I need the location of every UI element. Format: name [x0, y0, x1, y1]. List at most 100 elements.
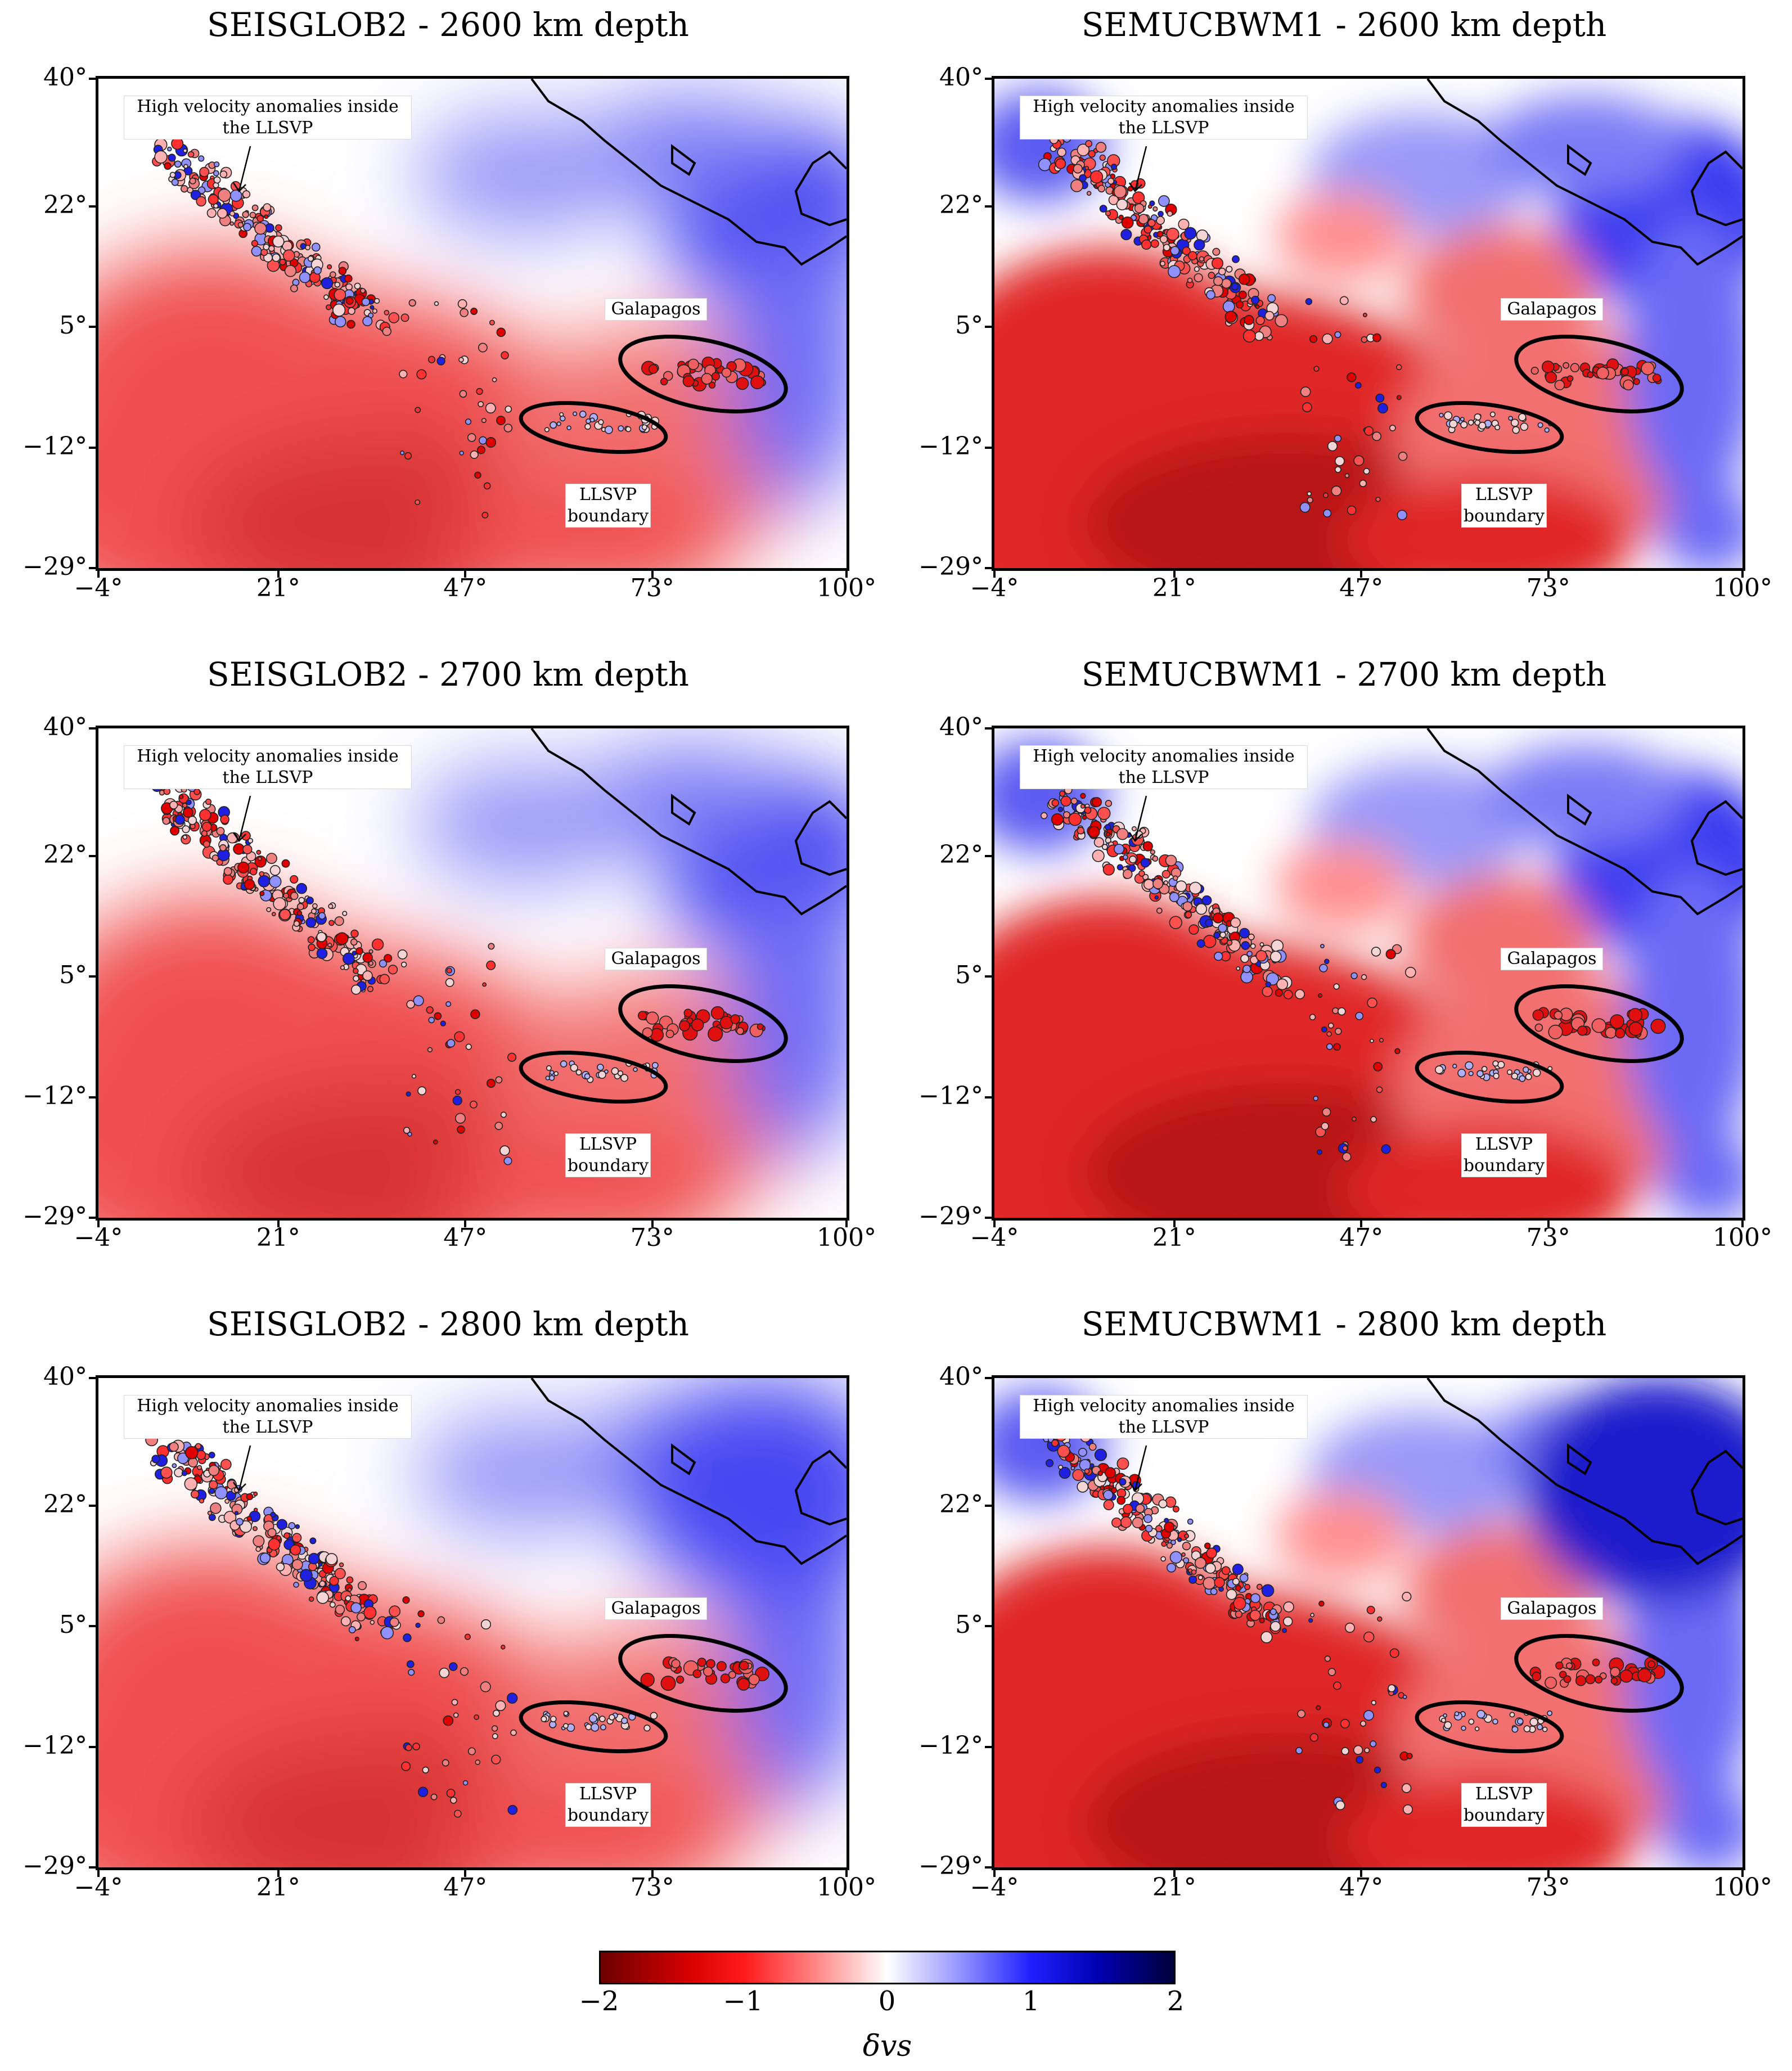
coastline	[530, 728, 847, 916]
seismic-event	[1339, 296, 1349, 305]
seismic-event	[244, 879, 255, 890]
seismic-event	[263, 244, 270, 250]
seismic-event	[254, 222, 267, 235]
seismic-event	[730, 1014, 740, 1024]
seismic-event	[651, 1062, 659, 1069]
seismic-event	[1334, 456, 1345, 466]
seismic-event	[697, 1658, 706, 1667]
x-tick-label: −4°	[970, 1873, 1019, 1902]
seismic-event	[436, 357, 445, 366]
seismic-event	[326, 304, 332, 310]
seismic-event	[1156, 907, 1163, 914]
seismic-event	[1323, 492, 1329, 498]
seismic-event	[319, 1580, 326, 1587]
seismic-event	[268, 1538, 281, 1551]
seismic-event	[1199, 256, 1205, 262]
seismic-event	[183, 164, 188, 169]
event-scatter	[152, 130, 767, 519]
y-tick-label: −12°	[918, 431, 983, 461]
seismic-event	[482, 982, 487, 987]
seismic-event	[282, 249, 295, 262]
seismic-event	[1525, 1073, 1532, 1080]
seismic-event	[1248, 933, 1255, 940]
seismic-event	[327, 264, 332, 269]
map-panel: SEMUCBWM1 - 2700 km depth 40° 22° 5° −12° −29…	[896, 650, 1792, 1299]
seismic-event	[415, 499, 421, 505]
seismic-event	[1088, 150, 1096, 158]
map-svg	[994, 1378, 1743, 1867]
seismic-event	[1275, 314, 1288, 327]
seismic-event	[1105, 831, 1111, 837]
seismic-event	[646, 1011, 659, 1025]
anomaly-blob	[413, 112, 638, 236]
seismic-event	[1078, 1448, 1087, 1457]
seismic-event	[1184, 227, 1197, 240]
seismic-event	[1335, 1028, 1342, 1035]
seismic-event	[450, 1797, 457, 1804]
seismic-event	[1175, 880, 1187, 892]
seismic-event	[1161, 870, 1170, 879]
x-tick-label: 21°	[1152, 574, 1196, 602]
y-tick-label: 22°	[939, 1489, 983, 1519]
seismic-event	[510, 1729, 517, 1736]
seismic-event	[258, 875, 271, 888]
seismic-event	[1080, 793, 1086, 799]
seismic-event	[350, 929, 359, 938]
seismic-event	[1537, 422, 1543, 428]
seismic-event	[1123, 869, 1133, 879]
y-tick-label: 40°	[939, 713, 983, 741]
seismic-event	[678, 1020, 690, 1032]
seismic-event	[447, 1039, 456, 1048]
seismic-event	[453, 1712, 459, 1718]
seismic-event	[1250, 1593, 1260, 1604]
seismic-event	[1218, 267, 1226, 276]
x-tick-label: 47°	[1339, 574, 1384, 602]
seismic-event	[372, 308, 377, 314]
colorbar-tick: 2	[1167, 1986, 1185, 2017]
seismic-event	[1595, 1676, 1603, 1684]
seismic-event	[1114, 844, 1125, 854]
seismic-event	[1169, 1551, 1182, 1564]
seismic-event	[1320, 944, 1325, 949]
seismic-event	[1239, 928, 1250, 939]
seismic-event	[1333, 983, 1340, 990]
seismic-event	[346, 1576, 354, 1584]
seismic-event	[402, 1596, 410, 1604]
seismic-event	[1166, 1542, 1173, 1549]
seismic-event	[1506, 1069, 1512, 1075]
seismic-event	[1591, 1018, 1606, 1033]
y-tick-label: 40°	[939, 63, 983, 92]
seismic-event	[335, 1604, 345, 1615]
seismic-event	[433, 1139, 438, 1145]
seismic-event	[660, 377, 668, 386]
x-tick-mark	[1741, 570, 1744, 578]
y-tick-mark	[985, 1625, 993, 1628]
seismic-event	[650, 1712, 658, 1720]
seismic-event	[255, 1546, 261, 1552]
seismic-event	[665, 1029, 674, 1038]
x-tick-label: −4°	[970, 1223, 1019, 1252]
seismic-event	[483, 482, 491, 490]
seismic-event	[1372, 333, 1381, 343]
seismic-event	[503, 1156, 512, 1165]
seismic-event	[1094, 1448, 1107, 1461]
y-tick-label: 5°	[955, 961, 983, 990]
seismic-event	[600, 1724, 606, 1731]
seismic-event	[1333, 1043, 1341, 1051]
seismic-event	[1367, 997, 1377, 1009]
seismic-event	[1344, 1622, 1356, 1633]
seismic-event	[1118, 214, 1124, 220]
seismic-event	[272, 235, 285, 248]
seismic-event	[1235, 1610, 1242, 1618]
seismic-event	[1326, 1043, 1333, 1050]
seismic-event	[151, 1455, 160, 1464]
anomaly-blob	[1624, 214, 1743, 506]
seismic-event	[272, 253, 281, 262]
seismic-event	[1230, 917, 1241, 928]
seismic-event	[217, 208, 228, 219]
seismic-event	[417, 1786, 429, 1798]
x-tick-mark	[97, 1869, 100, 1877]
seismic-event	[641, 424, 647, 430]
seismic-event	[1394, 1048, 1401, 1055]
seismic-event	[172, 1463, 177, 1469]
